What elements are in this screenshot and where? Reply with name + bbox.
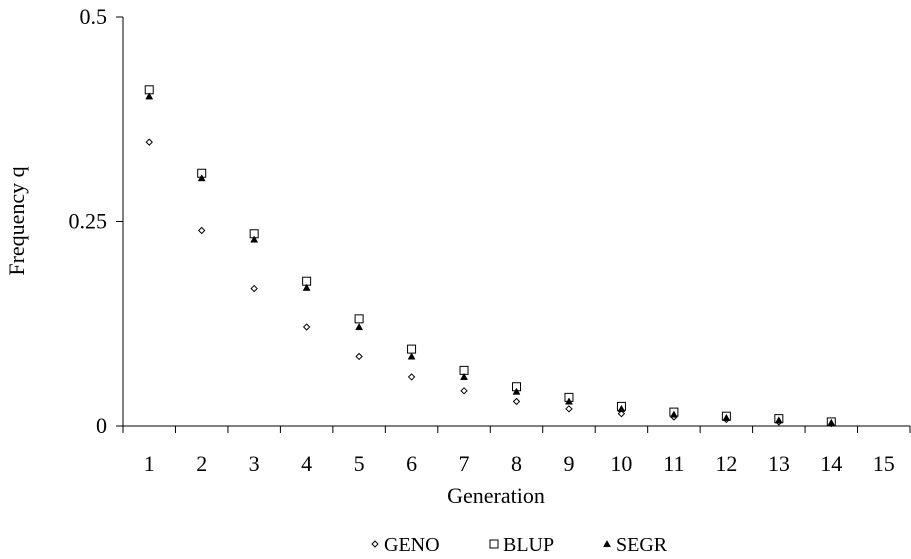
point-segr	[827, 418, 836, 426]
legend-label-blup: BLUP	[503, 534, 554, 556]
x-tick-label: 3	[249, 451, 260, 476]
point-segr	[722, 413, 731, 421]
data-points	[144, 85, 836, 428]
x-tick-label: 4	[301, 451, 312, 476]
x-tick-label: 8	[511, 451, 522, 476]
point-segr	[197, 174, 206, 182]
point-segr	[250, 235, 259, 243]
point-blup	[354, 314, 364, 324]
point-segr	[355, 323, 364, 331]
point-geno	[197, 226, 206, 235]
y-tick-label: 0.25	[69, 209, 108, 234]
legend-marker-blup	[489, 539, 499, 549]
legend-marker-geno	[371, 540, 379, 548]
point-segr	[774, 416, 783, 424]
legend-label-segr: SEGR	[616, 534, 668, 556]
point-geno	[460, 387, 468, 395]
legend-label-geno: GENO	[384, 534, 440, 556]
point-segr	[669, 410, 678, 418]
x-tick-label: 12	[715, 451, 737, 476]
y-tick-label: 0	[96, 413, 107, 438]
point-geno	[512, 397, 521, 406]
x-tick-label: 6	[406, 451, 417, 476]
x-tick-label: 13	[768, 451, 790, 476]
legend: GENO BLUP SEGR	[371, 534, 668, 556]
point-segr	[145, 92, 154, 100]
y-tick-label: 0.5	[80, 4, 108, 29]
x-tick-label: 9	[563, 451, 574, 476]
y-axis-label: Frequency q	[4, 166, 29, 275]
point-segr	[460, 372, 468, 380]
axes	[122, 17, 910, 427]
point-segr	[565, 397, 573, 405]
point-segr	[512, 387, 521, 395]
point-geno	[407, 373, 416, 381]
point-segr	[407, 352, 416, 360]
point-blup	[407, 344, 417, 354]
point-segr	[302, 283, 311, 291]
point-segr	[617, 404, 626, 412]
point-geno	[355, 352, 363, 361]
legend-marker-segr	[603, 539, 611, 548]
point-geno	[565, 405, 573, 413]
x-tick-label: 14	[820, 451, 842, 476]
point-geno	[617, 410, 626, 418]
x-tick-label: 1	[144, 451, 155, 476]
point-geno	[250, 284, 258, 293]
x-tick-label: 10	[610, 451, 632, 476]
x-tick-label: 2	[196, 451, 207, 476]
point-geno	[302, 323, 311, 331]
x-tick-label: 11	[663, 451, 684, 476]
x-axis-label: Generation	[447, 483, 545, 508]
x-tick-label: 5	[354, 451, 365, 476]
point-geno	[145, 138, 153, 146]
x-tick-label: 15	[873, 451, 895, 476]
x-tick-label: 7	[459, 451, 470, 476]
